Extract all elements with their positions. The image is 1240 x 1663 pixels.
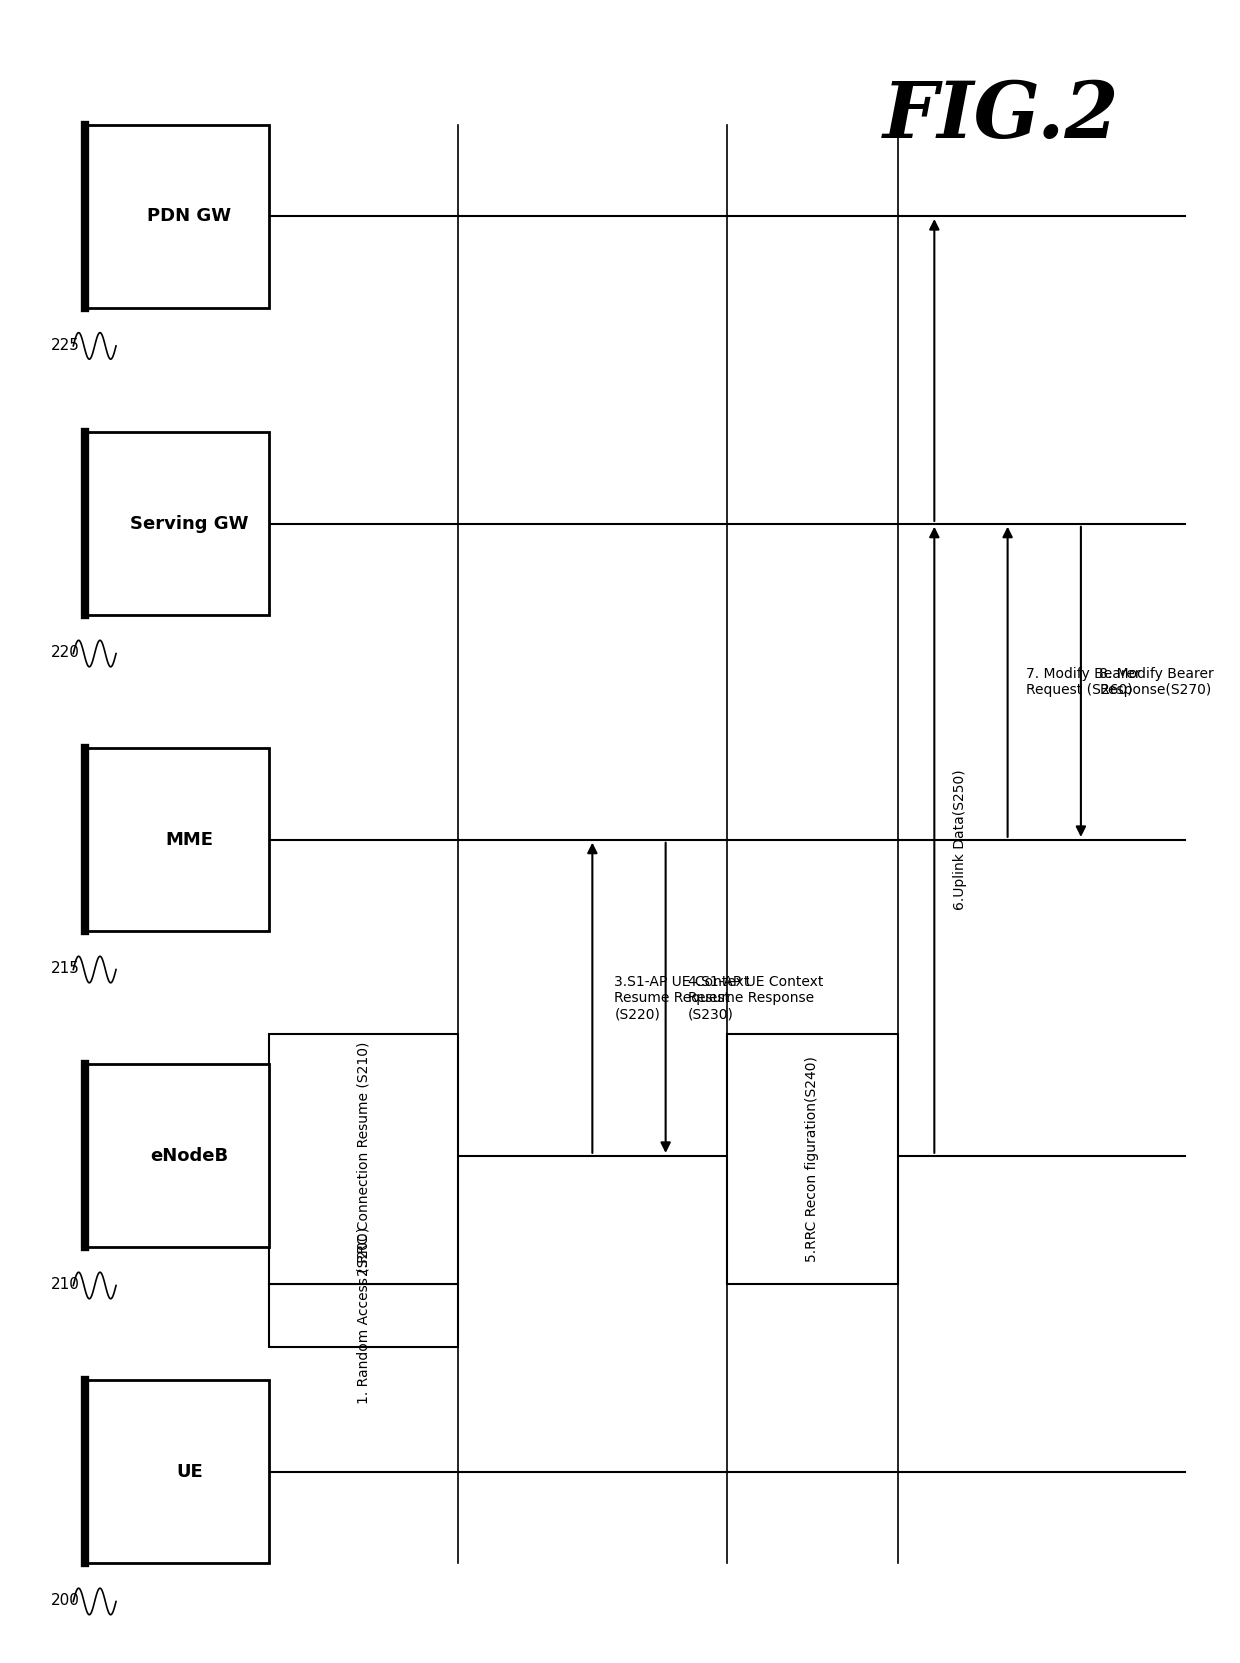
Bar <box>86 432 269 615</box>
Text: 6.Uplink Data(S250): 6.Uplink Data(S250) <box>952 770 967 910</box>
Text: 1. Random Access (S200): 1. Random Access (S200) <box>356 1227 371 1404</box>
Text: 220: 220 <box>51 645 79 660</box>
Bar <box>86 125 269 308</box>
Bar <box>86 748 269 931</box>
Text: MME: MME <box>165 832 213 848</box>
Text: 2.RRC Connection Resume (S210): 2.RRC Connection Resume (S210) <box>356 1043 371 1276</box>
Bar <box>86 1064 269 1247</box>
Text: 7. Modify Bearer
Request (S260): 7. Modify Bearer Request (S260) <box>1025 667 1141 697</box>
Bar <box>269 1034 458 1284</box>
Bar <box>727 1034 898 1284</box>
Text: 3.S1-AP UE Context
Resume Request
(S220): 3.S1-AP UE Context Resume Request (S220) <box>614 975 750 1021</box>
Text: Serving GW: Serving GW <box>130 516 248 532</box>
Text: 5.RRC Recon figuration(S240): 5.RRC Recon figuration(S240) <box>805 1056 820 1262</box>
Bar <box>86 1380 269 1563</box>
Text: 215: 215 <box>51 961 79 976</box>
Text: 4.S1-AP UE Context
Resume Response
(S230): 4.S1-AP UE Context Resume Response (S230… <box>688 975 823 1021</box>
Text: FIG.2: FIG.2 <box>883 78 1120 155</box>
Text: 8. Modify Bearer
Response(S270): 8. Modify Bearer Response(S270) <box>1099 667 1214 697</box>
Text: 210: 210 <box>51 1277 79 1292</box>
Text: UE: UE <box>176 1463 202 1480</box>
Text: PDN GW: PDN GW <box>148 208 232 225</box>
Bar <box>269 1284 458 1347</box>
Text: 200: 200 <box>51 1593 79 1608</box>
Text: 225: 225 <box>51 338 79 353</box>
Text: eNodeB: eNodeB <box>150 1147 228 1164</box>
